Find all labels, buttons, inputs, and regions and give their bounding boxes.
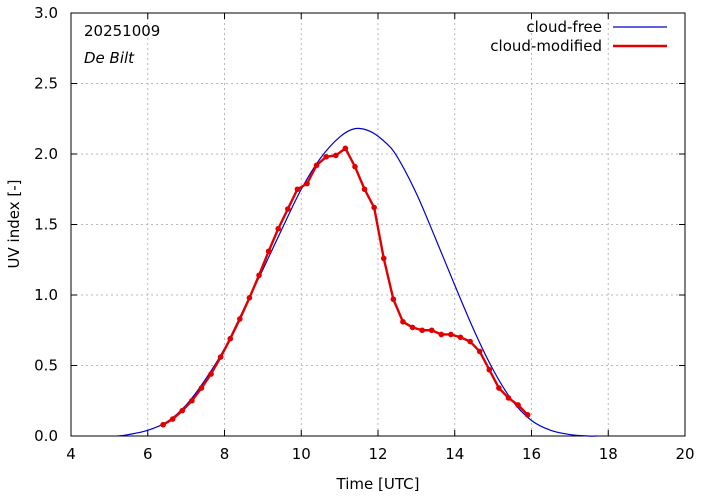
- data-point-cloud-modified: [371, 204, 377, 211]
- y-tick-label: 3.0: [34, 4, 58, 22]
- data-point-cloud-modified: [515, 402, 521, 408]
- data-point-cloud-modified: [208, 371, 214, 377]
- data-point-cloud-modified: [409, 324, 416, 331]
- station-annotation: De Bilt: [84, 49, 135, 67]
- data-point-cloud-modified: [179, 407, 186, 414]
- x-tick-label: 6: [143, 445, 153, 463]
- data-point-cloud-modified: [476, 348, 483, 355]
- y-tick-label: 0.0: [34, 427, 58, 445]
- data-point-cloud-modified: [217, 354, 224, 360]
- data-point-cloud-modified: [496, 385, 502, 391]
- data-point-cloud-modified: [285, 206, 291, 212]
- series-layer: [116, 127, 597, 437]
- y-tick-label: 1.5: [34, 216, 58, 234]
- data-point-cloud-modified: [294, 186, 301, 193]
- data-point-cloud-modified: [160, 421, 166, 428]
- data-point-cloud-modified: [380, 255, 387, 262]
- data-point-cloud-modified: [169, 416, 176, 422]
- date-annotation: 20251009: [84, 22, 160, 40]
- data-point-cloud-modified: [457, 334, 464, 341]
- axis-ticks: 4 6 8 10 12 14 16 18 20 0.0 0.5 1.0 1.5 2.0 2.5 3.0: [34, 4, 694, 463]
- data-point-cloud-modified: [256, 272, 262, 279]
- data-point-cloud-modified: [342, 145, 349, 152]
- legend: cloud-free cloud-modified: [490, 18, 667, 55]
- y-axis-title: UV index [-]: [5, 180, 23, 269]
- data-point-cloud-modified: [400, 318, 406, 325]
- data-point-cloud-modified: [189, 397, 195, 404]
- data-point-cloud-modified: [486, 366, 493, 373]
- y-tick-label: 2.5: [34, 75, 58, 93]
- x-tick-label: 20: [675, 445, 694, 463]
- x-tick-label: 14: [445, 445, 464, 463]
- data-point-cloud-modified: [467, 338, 473, 345]
- data-point-cloud-modified: [390, 296, 397, 303]
- data-point-cloud-modified: [361, 186, 368, 193]
- data-point-cloud-modified: [505, 395, 512, 401]
- data-point-cloud-modified: [227, 335, 234, 342]
- x-tick-label: 8: [220, 445, 230, 463]
- data-point-cloud-modified: [265, 248, 272, 255]
- x-tick-label: 10: [292, 445, 311, 463]
- data-point-cloud-modified: [275, 225, 282, 232]
- data-point-cloud-modified: [304, 180, 310, 187]
- data-point-cloud-modified: [313, 162, 320, 169]
- series-line-cloud-free: [116, 127, 597, 437]
- data-point-cloud-modified: [246, 295, 253, 301]
- x-axis-title: Time [UTC]: [336, 475, 420, 493]
- data-point-cloud-modified: [419, 327, 425, 334]
- x-tick-label: 16: [522, 445, 541, 463]
- grid-lines: [71, 13, 685, 436]
- legend-label-cloud-modified: cloud-modified: [490, 37, 602, 55]
- data-point-cloud-modified: [352, 163, 358, 170]
- data-point-cloud-modified: [438, 331, 445, 338]
- data-point-cloud-modified: [524, 412, 531, 418]
- legend-label-cloud-free: cloud-free: [526, 18, 602, 36]
- x-tick-label: 18: [599, 445, 618, 463]
- y-tick-label: 2.0: [34, 145, 58, 163]
- series-line-cloud-modified: [162, 147, 529, 426]
- x-tick-label: 12: [368, 445, 387, 463]
- data-point-cloud-modified: [237, 316, 243, 322]
- data-point-cloud-modified: [448, 331, 454, 338]
- data-point-cloud-modified: [323, 154, 329, 160]
- data-point-cloud-modified: [198, 385, 205, 391]
- y-tick-label: 1.0: [34, 286, 58, 304]
- x-tick-label: 4: [66, 445, 76, 463]
- data-point-cloud-modified: [332, 152, 339, 159]
- y-tick-label: 0.5: [34, 357, 58, 375]
- data-point-cloud-modified: [428, 327, 435, 334]
